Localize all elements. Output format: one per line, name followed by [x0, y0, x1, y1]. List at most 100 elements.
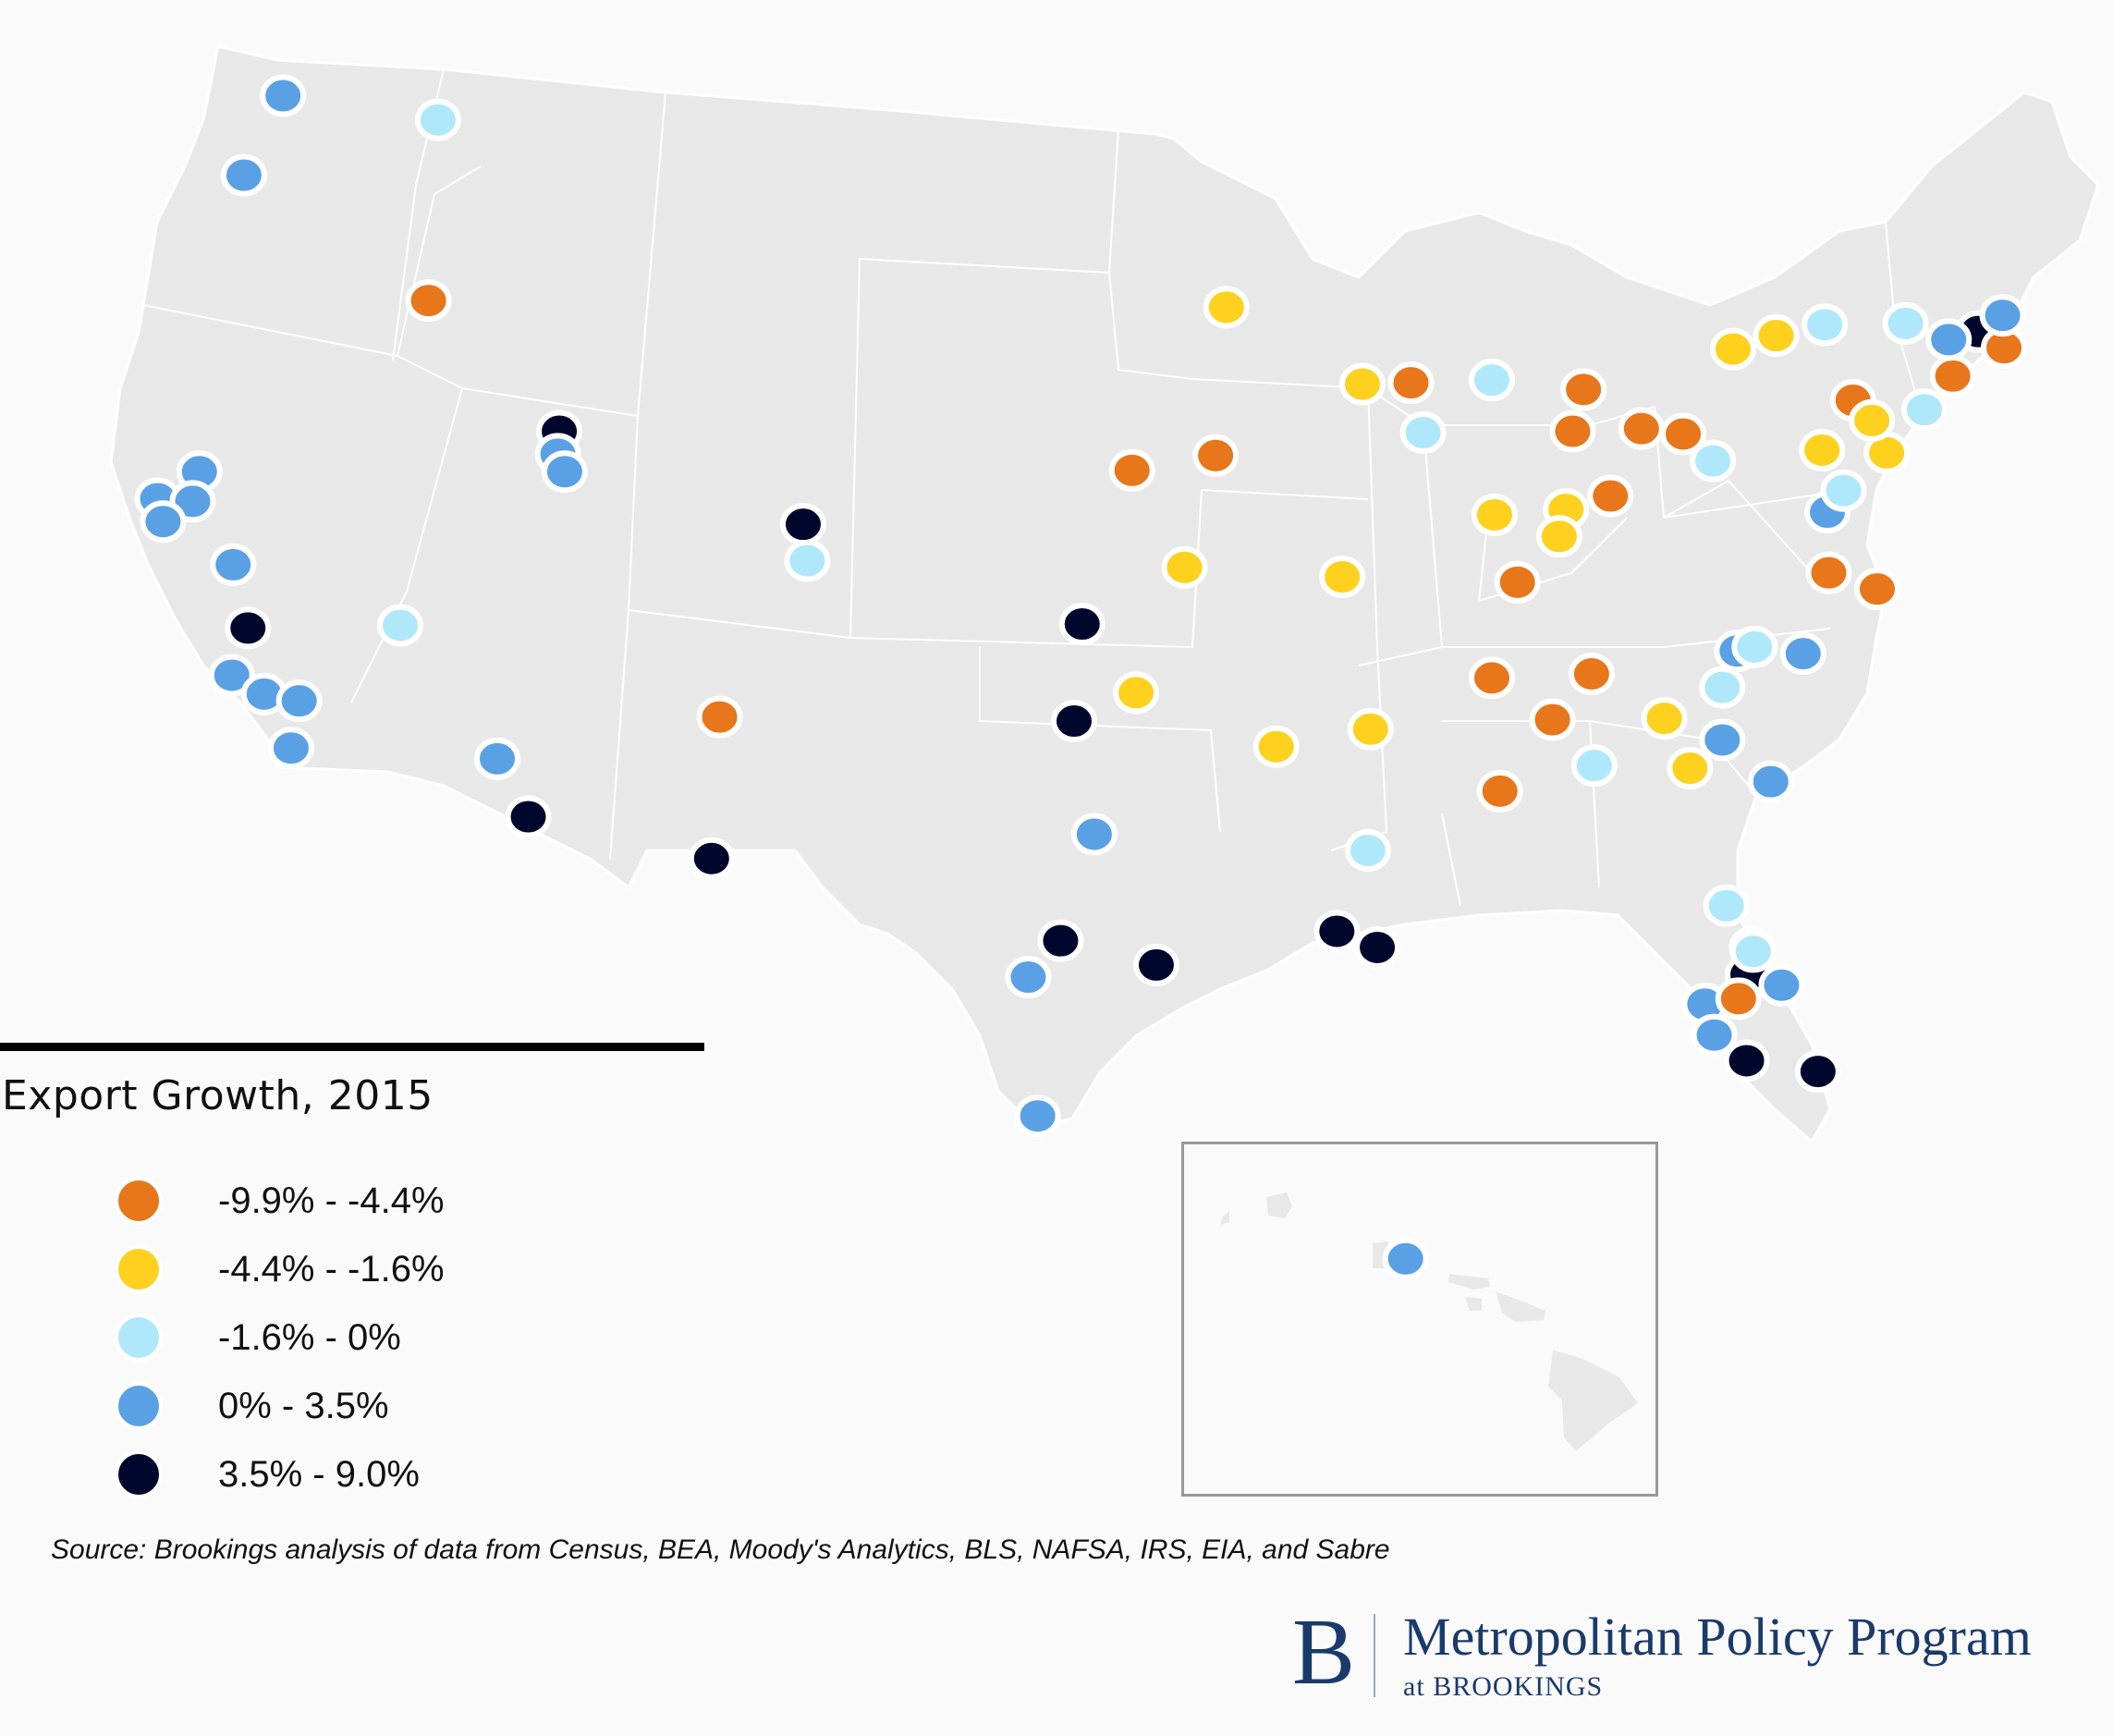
metro-dot [1382, 1237, 1429, 1280]
metro-dot [1203, 286, 1250, 329]
metro-dot [1805, 551, 1852, 594]
metro-dots [134, 74, 2028, 1280]
metro-dot [1469, 656, 1516, 700]
metro-dot [260, 74, 307, 117]
metro-dot [1747, 760, 1794, 803]
legend-title: Export Growth, 2015 [2, 1072, 434, 1119]
metro-dot [1344, 828, 1391, 872]
metro-dot [1070, 813, 1118, 856]
legend-swatch-icon [115, 1314, 163, 1362]
legend-swatch-icon [115, 1245, 163, 1293]
metro-dot [1339, 362, 1386, 406]
metro-dot [1399, 411, 1447, 455]
metro-dot [1132, 943, 1179, 986]
metro-dot [1549, 410, 1596, 453]
metro-dot [1161, 545, 1208, 589]
metro-dot [377, 604, 424, 647]
metro-dot [1476, 769, 1523, 813]
metro-dot [1699, 666, 1746, 709]
metro-dot [1319, 556, 1366, 599]
metro-dot [1587, 474, 1634, 518]
metro-dot [1469, 359, 1516, 402]
legend: -9.9% - -4.4% -4.4% - -1.6% -1.6% - 0% 0… [115, 1167, 445, 1509]
metro-dot [1313, 910, 1361, 953]
metro-dot [1779, 632, 1826, 676]
metro-dot [784, 539, 831, 582]
metro-dot [1882, 301, 1929, 345]
metro-dot [140, 500, 187, 544]
metro-dot [414, 98, 461, 141]
brookings-logo: B Metropolitan Policy Program at BROOKIN… [1292, 1600, 2032, 1705]
metro-dot [779, 503, 826, 546]
metro-dot [1252, 725, 1300, 768]
metro-dot [1660, 412, 1707, 456]
metro-dot [1820, 469, 1867, 512]
metro-dot [1699, 718, 1746, 762]
hawaii-inset-frame [1181, 1142, 1658, 1497]
metro-dot [688, 837, 735, 880]
legend-label: 0% - 3.5% [218, 1385, 389, 1426]
metro-dot [1929, 354, 1976, 397]
metro-dot [1925, 318, 1973, 361]
metro-dot [1979, 294, 2026, 337]
metro-dot [1691, 1013, 1738, 1057]
metro-dot [210, 543, 257, 586]
metro-dot [1667, 747, 1714, 790]
metro-dot [474, 737, 521, 780]
metro-dot [1901, 388, 1948, 432]
metro-dot [1618, 407, 1665, 450]
logo-divider [1374, 1614, 1376, 1697]
metro-dot [1729, 930, 1777, 973]
metro-dot [541, 450, 588, 494]
metro-dot [1535, 515, 1582, 558]
metro-dot [1014, 1094, 1061, 1138]
metro-dot [1529, 698, 1576, 741]
metro-dot [1387, 361, 1435, 405]
metro-dot [1731, 625, 1778, 668]
metro-dot [405, 279, 452, 323]
metro-dot [1051, 700, 1098, 743]
metro-dot [1641, 697, 1688, 740]
legend-label: 3.5% - 9.0% [218, 1453, 420, 1495]
legend-label: -1.6% - 0% [218, 1316, 401, 1358]
metro-dot [1347, 707, 1394, 751]
metro-dot [1709, 327, 1756, 371]
metro-dot [1494, 560, 1541, 604]
metro-dot [505, 795, 552, 838]
metro-dot [267, 727, 314, 770]
metro-dot [1113, 671, 1160, 715]
metro-dot [1753, 314, 1800, 358]
legend-item: 3.5% - 9.0% [115, 1440, 445, 1509]
metro-dot [220, 153, 267, 197]
metro-dot [208, 654, 255, 697]
legend-label: -9.9% - -4.4% [218, 1180, 445, 1221]
legend-item: 0% - 3.5% [115, 1372, 445, 1440]
metro-dot [1802, 303, 1849, 347]
legend-swatch-icon [115, 1177, 163, 1225]
metro-dot [1758, 963, 1805, 1007]
metro-dot [1108, 448, 1155, 492]
metro-dot [1849, 398, 1896, 442]
source-note: Source: Brookings analysis of data from … [51, 1534, 1390, 1565]
metro-dot [275, 679, 323, 723]
metro-dot [1568, 653, 1615, 695]
logo-letter: B [1292, 1600, 1356, 1705]
metro-dot [1853, 568, 1900, 611]
legend-item: -9.9% - -4.4% [115, 1167, 445, 1235]
metro-dot [1715, 977, 1762, 1021]
legend-label: -4.4% - -1.6% [218, 1248, 445, 1290]
metro-dot [225, 606, 272, 650]
legend-swatch-icon [115, 1382, 163, 1430]
legend-swatch-icon [115, 1450, 163, 1498]
legend-divider [0, 1043, 704, 1051]
metro-dot [1799, 428, 1846, 471]
metro-dot [1703, 884, 1750, 927]
logo-title: Metropolitan Policy Program [1403, 1607, 2032, 1667]
metro-dot [1570, 744, 1618, 788]
metro-dot [1560, 368, 1607, 411]
metro-dot [1037, 919, 1084, 962]
metro-dot [1723, 1039, 1770, 1082]
metro-dot [1794, 1050, 1841, 1094]
logo-subtitle: at BROOKINGS [1403, 1671, 1604, 1702]
